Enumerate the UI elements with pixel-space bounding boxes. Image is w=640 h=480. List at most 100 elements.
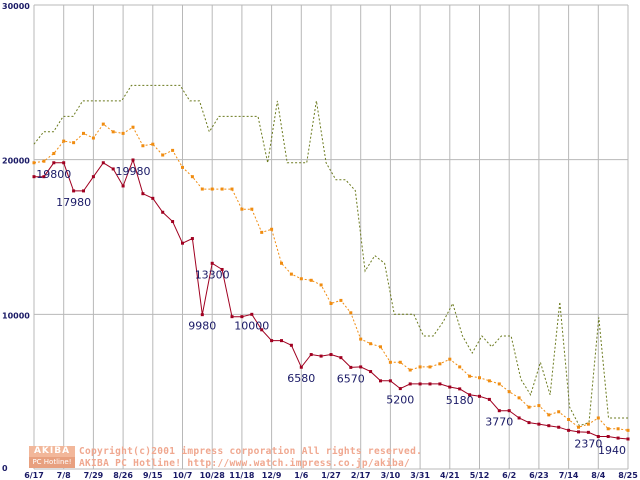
data-point-lowest <box>458 387 462 391</box>
data-point-lowest <box>468 393 472 397</box>
data-point-middle <box>468 374 472 378</box>
data-point-lowest <box>161 210 165 214</box>
data-point-lowest <box>547 424 551 428</box>
data-point-middle <box>240 207 244 211</box>
data-point-middle <box>260 230 264 234</box>
data-label: 5200 <box>386 394 414 407</box>
data-point-lowest <box>398 387 402 391</box>
x-tick-label: 5/12 <box>470 471 490 480</box>
data-point-lowest <box>141 192 145 196</box>
data-point-middle <box>121 131 125 135</box>
data-point-lowest <box>72 189 76 193</box>
data-point-middle <box>339 298 343 302</box>
data-point-lowest <box>270 339 274 343</box>
data-point-lowest <box>379 379 382 383</box>
data-point-middle <box>418 365 422 369</box>
data-label: 5180 <box>446 394 474 407</box>
data-point-middle <box>527 405 531 409</box>
data-point-lowest <box>507 409 511 413</box>
data-point-lowest <box>210 261 214 265</box>
data-point-lowest <box>82 189 85 193</box>
data-point-middle <box>458 365 462 369</box>
data-label: 6570 <box>337 372 365 385</box>
data-point-lowest <box>527 421 531 425</box>
data-point-lowest <box>260 328 264 332</box>
data-point-lowest <box>349 365 353 369</box>
data-point-lowest <box>101 161 105 165</box>
data-point-lowest <box>359 365 363 369</box>
data-point-middle <box>42 159 46 163</box>
data-point-middle <box>596 416 600 420</box>
data-label: 2370 <box>574 437 602 450</box>
data-point-middle <box>52 151 56 155</box>
data-point-lowest <box>240 315 244 319</box>
y-tick-label: 10000 <box>2 311 30 320</box>
data-point-middle <box>517 396 521 400</box>
data-point-middle <box>487 379 491 383</box>
data-point-lowest <box>309 353 313 357</box>
data-point-middle <box>131 125 135 129</box>
logo-bottom-text: PC Hotline! <box>29 457 75 468</box>
data-label: 13300 <box>195 268 230 281</box>
data-point-middle <box>438 362 442 366</box>
data-point-lowest <box>200 313 204 317</box>
x-tick-label: 1/27 <box>321 471 341 480</box>
data-point-middle <box>200 187 204 191</box>
data-label: 3770 <box>485 416 513 429</box>
x-tick-label: 8/25 <box>618 471 638 480</box>
data-point-lowest <box>190 237 194 241</box>
x-tick-label: 3/31 <box>410 471 430 480</box>
data-point-middle <box>141 144 145 148</box>
data-point-middle <box>250 207 254 211</box>
data-point-lowest <box>329 353 333 357</box>
data-point-lowest <box>111 167 115 171</box>
data-point-middle <box>319 283 323 287</box>
data-point-middle <box>448 357 452 361</box>
data-point-lowest <box>408 382 412 386</box>
data-point-middle <box>379 345 382 349</box>
data-point-middle <box>91 136 95 140</box>
data-point-lowest <box>42 175 46 179</box>
data-point-lowest <box>616 436 620 440</box>
x-tick-label: 1/6 <box>294 471 308 480</box>
data-point-lowest <box>557 425 561 429</box>
x-tick-label: 11/18 <box>229 471 255 480</box>
data-point-lowest <box>299 365 303 369</box>
data-point-middle <box>369 342 373 346</box>
x-tick-label: 9/15 <box>143 471 163 480</box>
site-url-text: AKIBA PC Hotline! http://www.watch.impre… <box>79 458 411 469</box>
data-point-middle <box>428 365 432 369</box>
data-point-lowest <box>586 430 590 434</box>
data-point-middle <box>32 161 36 165</box>
copyright-text: Copyright(c)2001 impress corporation All… <box>79 446 423 457</box>
data-point-middle <box>547 413 551 417</box>
data-point-middle <box>220 187 224 191</box>
data-point-lowest <box>428 382 432 386</box>
data-point-lowest <box>289 343 293 347</box>
data-label: 19800 <box>36 168 71 181</box>
data-point-lowest <box>577 430 580 434</box>
data-point-lowest <box>606 435 610 439</box>
data-point-middle <box>309 278 313 282</box>
data-point-middle <box>101 122 105 126</box>
data-point-middle <box>388 360 392 364</box>
data-point-lowest <box>151 196 155 200</box>
data-point-lowest <box>448 385 452 389</box>
data-point-middle <box>398 360 402 364</box>
data-point-middle <box>557 410 561 414</box>
x-tick-label: 2/17 <box>351 471 371 480</box>
data-point-middle <box>62 139 66 143</box>
data-point-lowest <box>32 175 36 179</box>
data-point-lowest <box>121 184 125 188</box>
data-point-lowest <box>497 409 501 413</box>
data-labels: 19800 17980 19980 13300 9980 10000 6580 6570 520… <box>36 165 626 457</box>
x-tick-label: 10/28 <box>200 471 226 480</box>
data-point-middle <box>171 148 175 152</box>
grid <box>33 4 629 470</box>
x-tick-label: 8/4 <box>591 471 605 480</box>
data-point-lowest <box>250 312 254 316</box>
data-point-middle <box>210 187 214 191</box>
data-point-lowest <box>369 370 373 374</box>
data-point-middle <box>72 141 76 145</box>
data-point-lowest <box>339 356 343 360</box>
